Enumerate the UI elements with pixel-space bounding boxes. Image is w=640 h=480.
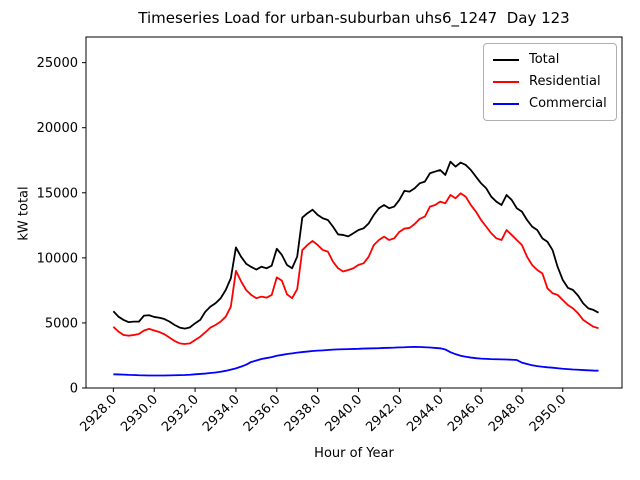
legend-line-swatch: [493, 59, 519, 61]
legend: Total Residential Commercial: [483, 43, 617, 121]
x-tick-label: 2946.0: [445, 392, 488, 435]
y-tick-label: 15000: [37, 186, 78, 201]
y-tick-label: 20000: [37, 121, 78, 136]
y-tick-label: 10000: [37, 251, 78, 266]
y-tick-label: 0: [70, 382, 78, 397]
x-tick-label: 2938.0: [282, 392, 325, 435]
legend-item-total: Total: [493, 49, 608, 71]
x-tick-label: 2928.0: [77, 392, 120, 435]
legend-line-swatch: [493, 103, 519, 105]
x-tick-label: 2930.0: [118, 392, 161, 435]
legend-item-commercial: Commercial: [493, 93, 608, 115]
x-tick-label: 2934.0: [200, 392, 243, 435]
series-line-commercial: [113, 345, 599, 377]
x-tick-label: 2940.0: [323, 392, 366, 435]
legend-label: Commercial: [529, 96, 607, 111]
y-axis-label: kW total: [16, 186, 32, 241]
y-tick-label: 5000: [45, 316, 78, 331]
legend-item-residential: Residential: [493, 71, 608, 93]
plot-area: [85, 36, 623, 389]
x-tick-label: 2932.0: [159, 392, 202, 435]
series-line-total: [112, 160, 599, 330]
y-tick-label: 25000: [37, 56, 78, 71]
x-tick-label: 2936.0: [241, 392, 284, 435]
series-line-residential: [112, 192, 599, 345]
legend-line-swatch: [493, 81, 519, 83]
x-axis-label: Hour of Year: [314, 446, 394, 461]
chart-title: Timeseries Load for urban-suburban uhs6_…: [138, 9, 570, 27]
x-tick-label: 2950.0: [527, 392, 570, 435]
x-tick-label: 2942.0: [363, 392, 406, 435]
legend-label: Total: [529, 52, 560, 67]
legend-label: Residential: [529, 74, 601, 89]
x-tick-label: 2944.0: [404, 392, 447, 435]
x-tick-label: 2948.0: [486, 392, 529, 435]
